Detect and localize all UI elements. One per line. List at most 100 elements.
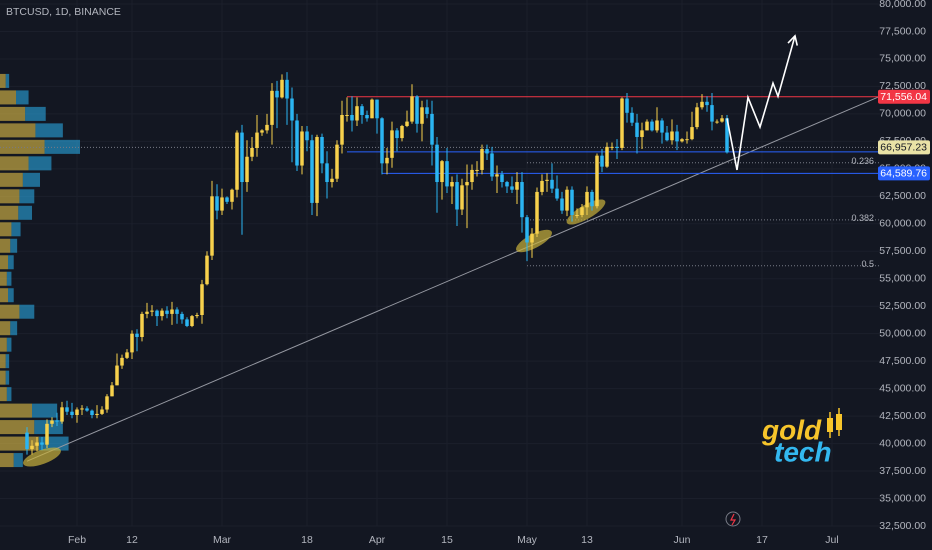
price-label-box <box>878 140 930 155</box>
candle-body <box>65 407 69 412</box>
profile-bar <box>5 354 10 369</box>
profile-bar <box>10 321 18 336</box>
candle-body <box>340 114 344 145</box>
candle-body <box>225 197 229 202</box>
profile-bar <box>19 304 35 319</box>
candle-body <box>95 413 99 416</box>
y-tick-label: 55,000.00 <box>879 273 926 285</box>
candle-body <box>420 107 424 124</box>
candle-body <box>710 105 714 122</box>
candle-body <box>405 121 409 126</box>
candle-body <box>575 214 579 216</box>
candle-body <box>110 385 114 397</box>
candle-body <box>130 333 134 353</box>
price-axis: 32,500.00 35,000.00 37,500.00 40,000.00 42,5… <box>68 0 932 550</box>
profile-bar <box>0 337 7 352</box>
x-tick-label: 15 <box>441 534 453 546</box>
candle-body <box>490 153 494 177</box>
candle-body <box>625 98 629 113</box>
candle-body <box>355 106 359 121</box>
arrow-head <box>787 34 799 46</box>
profile-bar <box>0 189 20 204</box>
fib-label: 0.5 <box>861 259 874 269</box>
profile-bar <box>0 304 20 319</box>
candle-body <box>665 132 669 141</box>
candle-body <box>700 101 704 108</box>
y-tick-label: 57,500.00 <box>879 245 926 257</box>
profile-bar <box>0 73 6 88</box>
y-tick-label: 52,500.00 <box>879 300 926 312</box>
candle-body <box>265 124 269 131</box>
logo-icon <box>827 418 833 432</box>
candle-body <box>435 144 439 183</box>
profile-bar <box>11 222 21 237</box>
candle-body <box>725 118 729 153</box>
x-tick-label: May <box>517 534 538 546</box>
profile-bar <box>0 156 29 171</box>
x-tick-label: Jul <box>825 534 838 546</box>
candle-body <box>525 217 529 243</box>
candle-body <box>540 180 544 192</box>
x-tick-label: Apr <box>369 534 386 546</box>
profile-bar <box>0 370 6 385</box>
y-tick-label: 72,500.00 <box>879 80 926 92</box>
candle-body <box>335 144 339 179</box>
profile-bar <box>28 156 52 171</box>
price-label: 64,589.76 <box>880 168 927 180</box>
profile-bar <box>44 139 80 154</box>
profile-bar <box>13 453 23 468</box>
candle-body <box>25 432 29 450</box>
projection <box>726 34 799 171</box>
candle-body <box>370 99 374 119</box>
highlight <box>23 447 61 467</box>
candle-body <box>445 161 449 187</box>
candle-body <box>690 127 694 140</box>
candle-body <box>605 146 609 167</box>
candle-body <box>50 420 54 424</box>
candle-body <box>485 149 489 154</box>
profile-bar <box>5 73 10 88</box>
profile-bar <box>5 370 10 385</box>
candle-body <box>200 284 204 316</box>
candle-body <box>175 309 179 314</box>
candle-body <box>670 131 674 141</box>
candle-body <box>470 169 474 183</box>
profile-bar <box>0 420 35 435</box>
candle-body <box>360 106 364 115</box>
price-label: 66,957.23 <box>880 142 927 154</box>
fib-label: 0.236 <box>851 156 874 166</box>
candle-body <box>635 122 639 137</box>
price-label-box <box>878 89 930 104</box>
candle-body <box>430 113 434 145</box>
candle-body <box>190 316 194 326</box>
volume-profile <box>0 73 80 468</box>
candle-body <box>450 182 454 187</box>
candle-body <box>60 407 64 422</box>
candle-body <box>675 131 679 142</box>
candle-body <box>185 319 189 326</box>
profile-bar <box>0 453 14 468</box>
y-tick-label: 77,500.00 <box>879 25 926 37</box>
candle-body <box>260 130 264 133</box>
icon[interactable] <box>725 511 741 527</box>
candle-body <box>230 189 234 202</box>
candle-body <box>55 420 59 422</box>
profile-bar <box>0 139 45 154</box>
profile-bar <box>0 321 11 336</box>
profile-bar <box>6 337 12 352</box>
profile-bar <box>0 403 32 418</box>
y-tick-label: 70,000.00 <box>879 108 926 120</box>
y-tick-label: 60,000.00 <box>879 218 926 230</box>
candle-body <box>75 409 79 416</box>
candle-body <box>460 185 464 210</box>
candle-body <box>205 255 209 285</box>
candle-body <box>455 182 459 210</box>
candle-body <box>365 114 369 119</box>
candle-body <box>215 196 219 211</box>
candle-body <box>125 352 129 358</box>
candle-body <box>295 120 299 166</box>
candle-body <box>155 310 159 317</box>
x-tick-label: 18 <box>301 534 313 546</box>
candle-body <box>165 310 169 314</box>
